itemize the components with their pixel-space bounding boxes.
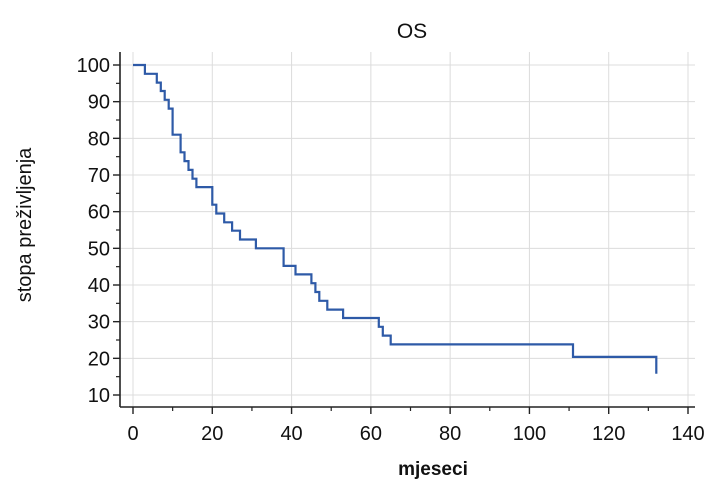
y-tick-label: 60 [88, 202, 110, 224]
axes [113, 52, 695, 414]
y-tick-label: 50 [88, 238, 110, 260]
x-tick-label: 60 [360, 423, 382, 445]
x-tick-label: 140 [671, 423, 704, 445]
y-tick-label: 80 [88, 128, 110, 150]
series-layer [133, 63, 658, 374]
y-tick-label: 70 [88, 165, 110, 187]
x-tick-label: 100 [513, 423, 546, 445]
y-tick-label: 100 [77, 55, 110, 77]
x-tick-label: 120 [592, 423, 625, 445]
y-tick-label: 90 [88, 92, 110, 114]
x-tick-label: 20 [201, 423, 223, 445]
tick-labels: 10 20 30 40 50 60 70 80 90 100 0 20 40 60 80 100 120 140 [77, 55, 705, 445]
x-axis-label: mjeseci [398, 459, 468, 480]
x-tick-label: 40 [280, 423, 302, 445]
x-tick-label: 0 [127, 423, 138, 445]
x-tick-label: 80 [439, 423, 461, 445]
y-tick-label: 30 [88, 312, 110, 334]
y-tick-label: 10 [88, 385, 110, 407]
chart-title: OS [397, 20, 427, 43]
y-tick-label: 40 [88, 275, 110, 297]
survival-step-line [133, 63, 658, 374]
grid [120, 52, 695, 407]
y-tick-label: 20 [88, 348, 110, 370]
y-axis-label: stopa preživljenja [14, 147, 36, 302]
